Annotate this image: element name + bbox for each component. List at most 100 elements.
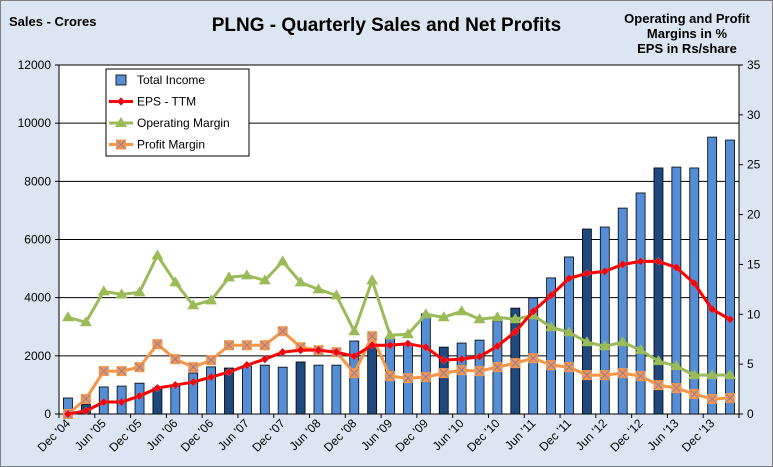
x-tick-label: Dec '08	[321, 416, 360, 455]
marker-eps-ttm	[421, 342, 431, 352]
marker-operating-margin	[366, 274, 379, 285]
x-tick-label: Jun '10	[430, 416, 467, 453]
x-tick-label: Dec '07	[249, 416, 288, 455]
bar-total-income	[420, 313, 431, 415]
marker-operating-margin	[79, 316, 92, 327]
marker-operating-margin	[473, 313, 486, 324]
marker-operating-margin	[437, 311, 450, 322]
marker-profit-margin-cross	[672, 383, 681, 393]
right-tick-label: 15	[747, 257, 761, 271]
marker-operating-margin	[598, 340, 611, 351]
marker-eps-ttm	[153, 383, 162, 393]
right-tick-label: 35	[747, 58, 761, 72]
marker-eps-ttm	[385, 340, 395, 350]
marker-operating-margin	[401, 328, 414, 339]
marker-operating-margin	[706, 369, 719, 380]
marker-operating-margin	[545, 321, 558, 332]
marker-eps-ttm	[349, 351, 359, 361]
marker-profit-margin-cross	[421, 372, 431, 382]
x-tick-label: Jun '13	[644, 416, 681, 453]
bar-total-income	[671, 166, 682, 415]
bar-total-income	[277, 366, 288, 415]
x-tick-label: Dec '10	[464, 416, 503, 455]
marker-eps-ttm	[260, 354, 270, 364]
marker-profit-margin-cross	[707, 394, 717, 404]
legend-box	[105, 68, 250, 157]
legend-marker	[116, 97, 126, 106]
bar-total-income	[707, 136, 718, 415]
bar-total-income	[295, 361, 306, 415]
marker-profit-margin-cross	[349, 368, 359, 378]
bar-total-income	[188, 372, 199, 415]
marker-eps-ttm	[63, 409, 73, 419]
marker-operating-margin	[223, 271, 235, 282]
marker-profit-margin-cross	[367, 331, 377, 341]
marker-eps-ttm	[618, 260, 628, 269]
marker-profit-margin-cross	[654, 380, 663, 390]
legend-marker-cross	[116, 140, 126, 149]
marker-operating-margin	[151, 249, 164, 260]
left-tick-label: 10000	[18, 116, 52, 130]
right-tick-label: 5	[747, 357, 754, 371]
x-tick-label: Jun '09	[358, 416, 395, 453]
right-tick-label: 10	[747, 307, 761, 321]
marker-profit-margin-cross	[170, 354, 180, 364]
marker-operating-margin	[169, 276, 182, 287]
marker-eps-ttm	[582, 269, 592, 278]
marker-eps-ttm	[206, 372, 216, 382]
marker-profit-margin-cross	[153, 339, 162, 349]
marker-eps-ttm	[314, 345, 323, 355]
marker-profit-margin-cross	[618, 368, 628, 378]
right-tick-label: 25	[747, 158, 761, 172]
x-tick-label: Dec '11	[536, 416, 574, 454]
marker-operating-margin	[205, 294, 218, 305]
right-axis-label-line: EPS in Rs/share	[637, 41, 737, 56]
marker-profit-margin-cross	[528, 353, 538, 363]
marker-profit-margin-cross	[135, 362, 144, 372]
bar-total-income	[438, 346, 449, 415]
marker-profit-margin-cross	[260, 340, 270, 350]
marker-operating-margin	[652, 355, 665, 366]
marker-eps-ttm	[636, 257, 645, 266]
marker-profit-margin-cross	[99, 366, 109, 376]
marker-operating-margin	[312, 283, 325, 294]
marker-profit-margin-cross	[457, 365, 466, 375]
marker-operating-margin	[634, 344, 647, 355]
left-axis-label: Sales - Crores	[9, 14, 97, 29]
marker-eps-ttm	[439, 355, 449, 365]
marker-operating-margin	[97, 285, 110, 296]
chart-title: PLNG - Quarterly Sales and Net Profits	[211, 15, 562, 36]
bar-total-income	[241, 365, 252, 415]
bar-total-income	[474, 339, 485, 415]
bar-total-income	[599, 226, 610, 415]
x-tick-label: Dec '06	[178, 416, 217, 455]
marker-eps-ttm	[654, 257, 663, 266]
marker-operating-margin	[419, 308, 432, 319]
marker-eps-ttm	[475, 352, 484, 362]
left-tick-label: 4000	[24, 291, 51, 305]
marker-eps-ttm	[99, 397, 109, 407]
marker-eps-ttm	[725, 314, 735, 324]
marker-profit-margin-cross	[385, 371, 395, 381]
marker-profit-margin-cross	[689, 389, 699, 399]
marker-eps-ttm	[528, 306, 538, 316]
legend-label: EPS - TTM	[137, 95, 196, 109]
marker-profit-margin-cross	[117, 366, 126, 376]
marker-operating-margin	[688, 369, 701, 380]
x-tick-label: Jun '08	[287, 416, 324, 453]
legend-label: Total Income	[137, 73, 205, 87]
marker-eps-ttm	[170, 380, 180, 390]
right-axis-label-line: Margins in %	[646, 26, 728, 41]
x-tick-label: Jun '07	[215, 416, 252, 453]
marker-operating-margin	[61, 311, 74, 322]
right-tick-label: 30	[747, 108, 761, 122]
x-tick-label: Dec '12	[607, 416, 646, 455]
marker-operating-margin	[563, 326, 575, 337]
bar-total-income	[725, 139, 735, 415]
marker-profit-margin-cross	[546, 360, 556, 370]
legend: Total Income EPS - TTM Operating Margin Pro…	[105, 68, 250, 157]
marker-operating-margin	[580, 336, 593, 347]
left-tick-label: 8000	[24, 174, 51, 188]
